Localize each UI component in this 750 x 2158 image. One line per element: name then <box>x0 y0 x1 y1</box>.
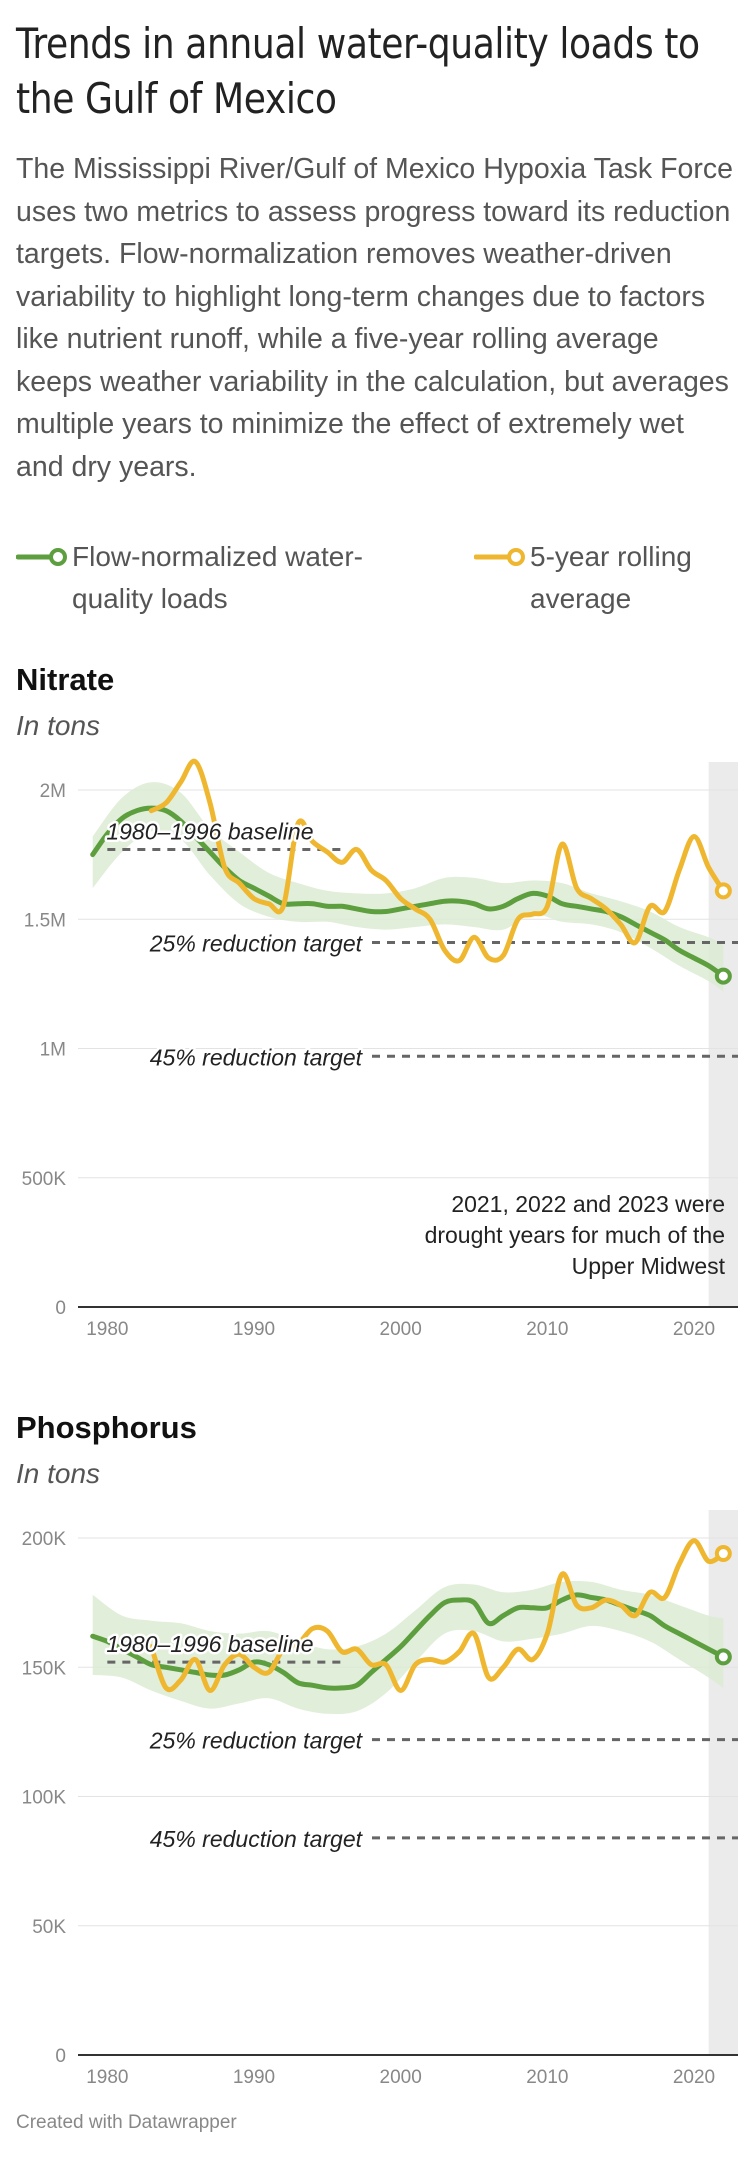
legend-label-flow: Flow-normalized water-quality loads <box>72 541 363 614</box>
nitrate-x-tick-label: 1980 <box>86 1319 128 1340</box>
phosphorus-x-tick-label: 1980 <box>86 2067 128 2088</box>
nitrate-end-point-rolling <box>714 882 732 900</box>
nitrate-drought-highlight <box>708 762 738 1307</box>
phosphorus-end-point-flow <box>714 1648 732 1666</box>
nitrate-chart-title: Nitrate <box>16 662 115 697</box>
chart-description: The Mississippi River/Gulf of Mexico Hyp… <box>16 153 733 483</box>
nitrate-y-tick-label: 2M <box>40 781 66 802</box>
nitrate-annotation-line: 2021, 2022 and 2023 were <box>451 1191 725 1217</box>
phosphorus-reference-label: 1980–1996 baseline <box>106 1631 313 1657</box>
phosphorus-line-rolling <box>148 1538 726 1693</box>
nitrate-chart: 0 500K 1M 1.5M 2M 1980–1996 baseline 25% reduc… <box>22 758 738 1340</box>
phosphorus-reference-label: 25% reduction target <box>149 1728 364 1754</box>
nitrate-y-tick-label: 0 <box>55 1298 66 1319</box>
legend-swatch-rolling <box>473 542 530 572</box>
nitrate-confidence-band <box>92 782 724 992</box>
legend: Flow-normalized water-quality loads 5-ye… <box>15 536 734 626</box>
nitrate-end-point-flow <box>714 967 732 985</box>
phosphorus-chart: 0 50K 100K 150K 200K 1980–1996 baseline 25% re… <box>22 1510 738 2088</box>
phosphorus-reference-label: 45% reduction target <box>150 1826 364 1852</box>
phosphorus-drought-highlight <box>708 1510 738 2055</box>
nitrate-x-tick-label: 2020 <box>673 1319 715 1340</box>
phosphorus-y-tick-label: 200K <box>22 1529 67 1550</box>
nitrate-annotation-line: drought years for much of the <box>425 1222 725 1248</box>
phosphorus-y-tick-label: 100K <box>22 1788 67 1809</box>
page: Trends in annual water-quality loads to … <box>15 0 734 1489</box>
nitrate-reference-label: 25% reduction target <box>149 931 364 957</box>
legend-item-flow: Flow-normalized water-quality loads <box>15 536 412 620</box>
nitrate-y-tick-label: 1M <box>40 1040 66 1061</box>
phosphorus-x-tick-label: 2010 <box>526 2067 568 2088</box>
nitrate-y-tick-label: 500K <box>22 1169 67 1190</box>
phosphorus-chart-subtitle: In tons <box>16 1458 101 1489</box>
phosphorus-x-tick-label: 2000 <box>380 2067 422 2088</box>
nitrate-x-tick-label: 2000 <box>380 1319 422 1340</box>
legend-item-rolling: 5-year rolling average <box>473 536 720 620</box>
footer-credit: Created with Datawrapper <box>16 2112 237 2133</box>
page-title: Trends in annual water-quality loads to … <box>16 19 700 123</box>
phosphorus-y-tick-label: 0 <box>55 2046 66 2067</box>
nitrate-y-tick-label: 1.5M <box>24 910 66 931</box>
nitrate-reference-label: 45% reduction target <box>150 1044 364 1070</box>
phosphorus-y-tick-label: 50K <box>32 1917 66 1938</box>
nitrate-chart-subtitle: In tons <box>16 710 101 741</box>
nitrate-x-tick-label: 1990 <box>233 1319 275 1340</box>
phosphorus-x-tick-label: 1990 <box>233 2067 275 2088</box>
legend-swatch-flow <box>15 542 72 572</box>
nitrate-line-rolling <box>148 758 726 964</box>
nitrate-reference-label: 1980–1996 baseline <box>106 818 313 844</box>
phosphorus-chart-title: Phosphorus <box>16 1410 197 1445</box>
phosphorus-confidence-band <box>92 1581 724 1715</box>
legend-label-rolling: 5-year rolling average <box>530 541 692 614</box>
nitrate-annotation-line: Upper Midwest <box>572 1253 726 1279</box>
phosphorus-y-tick-label: 150K <box>22 1658 67 1679</box>
phosphorus-x-tick-label: 2020 <box>673 2067 715 2088</box>
nitrate-line-flow <box>90 805 726 979</box>
nitrate-x-tick-label: 2010 <box>526 1319 568 1340</box>
phosphorus-end-point-rolling <box>714 1545 732 1563</box>
